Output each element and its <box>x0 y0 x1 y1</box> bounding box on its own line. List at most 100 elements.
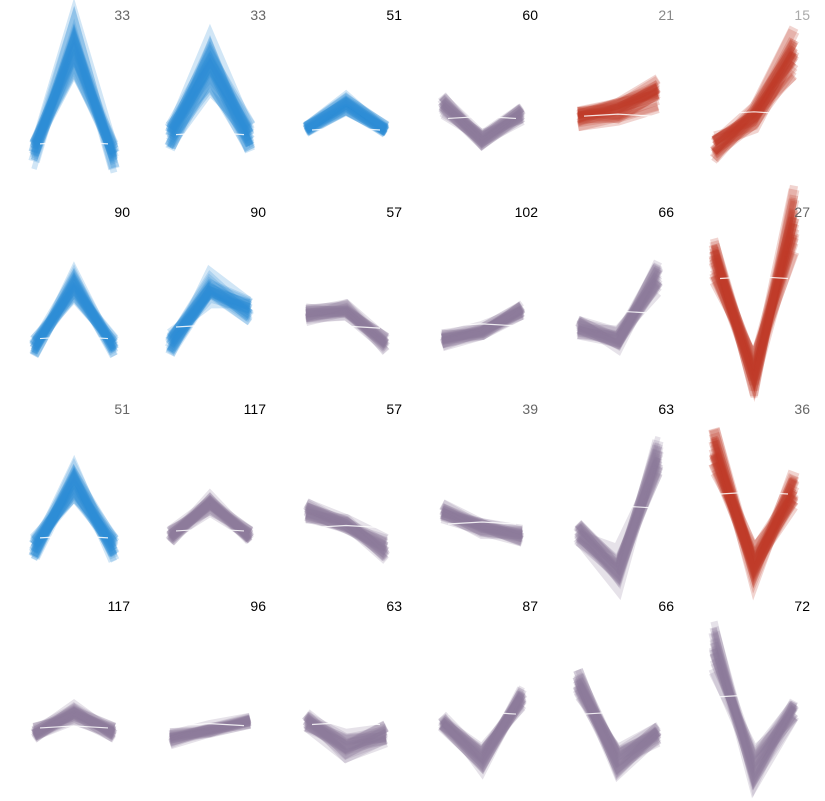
profile-line <box>166 492 254 545</box>
profile-line <box>166 70 254 148</box>
profile-line <box>576 463 664 557</box>
profile-line <box>30 48 118 162</box>
profile-line <box>709 453 799 561</box>
profile-line <box>440 305 525 349</box>
profile-line <box>30 484 118 549</box>
profile-line <box>31 467 117 551</box>
profile-line <box>31 492 117 543</box>
profile-line <box>305 305 390 344</box>
profile-line <box>166 58 254 148</box>
cluster-count-label: 66 <box>658 598 674 614</box>
profile-line <box>304 725 387 750</box>
profile-line <box>709 210 799 384</box>
profile-line <box>577 87 659 116</box>
profile-line <box>708 427 800 601</box>
median-mark <box>39 335 109 340</box>
profile-line <box>166 57 254 135</box>
profile-line <box>168 495 253 544</box>
profile-line <box>30 490 118 548</box>
cluster-panel: 87 <box>437 598 538 780</box>
profile-line <box>710 435 798 572</box>
profile-line <box>437 97 526 151</box>
profile-line <box>302 98 390 136</box>
profile-line <box>708 460 800 574</box>
profile-line <box>30 289 118 346</box>
profile-line <box>30 278 118 347</box>
profile-line <box>573 672 662 775</box>
profile-line <box>709 437 799 582</box>
profile-line <box>30 18 118 174</box>
profile-line <box>577 278 663 345</box>
profile-line <box>710 471 797 554</box>
profile-line <box>711 648 797 770</box>
median-mark <box>311 524 381 529</box>
profile-line <box>573 677 662 778</box>
profile-line <box>708 227 800 384</box>
profile-line <box>303 103 389 136</box>
profile-line <box>28 5 120 171</box>
profile-line <box>32 704 117 739</box>
profile-line <box>165 488 255 546</box>
profile-line <box>31 476 117 554</box>
profile-line <box>575 266 663 356</box>
profile-line <box>303 105 389 137</box>
profile-line <box>302 92 390 134</box>
profile-line <box>165 276 254 352</box>
profile-line <box>305 508 388 561</box>
profile-line <box>30 261 118 355</box>
cluster-panel: 51 <box>302 7 402 138</box>
cluster-panel: 57 <box>303 401 402 564</box>
profile-line <box>573 444 664 590</box>
profile-line <box>710 197 798 398</box>
profile-line <box>710 629 797 782</box>
cluster-panel: 90 <box>29 204 130 359</box>
profile-line <box>29 281 119 353</box>
profile-line <box>169 719 251 742</box>
profile-line <box>440 507 523 537</box>
profile-line <box>169 715 252 746</box>
profile-line <box>29 487 119 548</box>
profile-line <box>167 291 252 348</box>
median-mark <box>719 491 789 495</box>
profile-line <box>440 507 523 539</box>
profile-line <box>575 264 664 348</box>
profile-line <box>165 64 256 153</box>
profile-line <box>439 695 525 770</box>
profile-line <box>709 626 799 787</box>
profile-line <box>574 461 663 572</box>
cluster-count-label: 87 <box>522 598 538 614</box>
profile-line <box>303 89 390 135</box>
cluster-panel: 33 <box>164 7 266 154</box>
profile-line <box>304 502 390 562</box>
profile-line <box>30 701 117 743</box>
profile-line <box>441 312 524 344</box>
profile-line <box>30 698 118 740</box>
profile-line <box>166 285 253 355</box>
profile-line <box>577 86 660 117</box>
profile-line <box>29 463 119 560</box>
profile-line <box>440 505 524 540</box>
profile-line <box>305 302 389 343</box>
profile-line <box>439 704 526 756</box>
profile-line <box>167 290 251 342</box>
profile-line <box>305 513 388 556</box>
profile-line <box>303 96 389 133</box>
profile-line <box>166 496 254 544</box>
profile-line <box>710 51 799 159</box>
median-mark <box>583 711 653 715</box>
profile-line <box>31 702 117 740</box>
profile-line <box>30 272 118 351</box>
profile-line <box>168 715 251 749</box>
profile-line <box>303 102 389 137</box>
profile-line <box>30 26 118 164</box>
profile-line <box>575 468 663 574</box>
profile-line <box>303 712 388 760</box>
median-mark <box>39 725 109 729</box>
profile-line <box>303 721 388 757</box>
profile-line <box>711 54 798 146</box>
profile-line <box>164 52 256 150</box>
profile-line <box>574 448 664 584</box>
profile-line <box>31 705 117 739</box>
cluster-count-label: 63 <box>658 401 674 417</box>
profile-line <box>710 453 798 568</box>
